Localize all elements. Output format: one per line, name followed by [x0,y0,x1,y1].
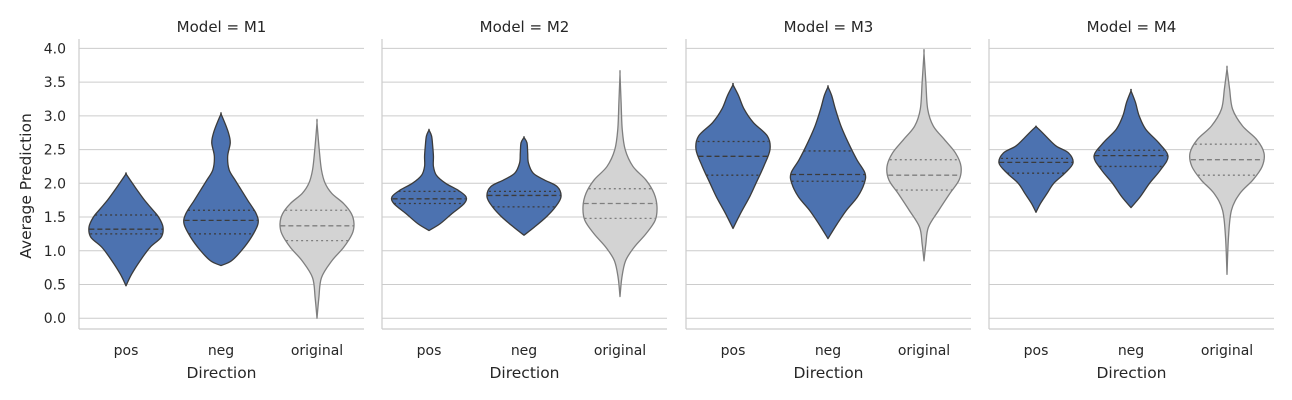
x-tick-label: original [1201,343,1253,359]
y-tick-label: 1.5 [44,210,66,226]
violin-neg [789,85,867,240]
x-tick-label: original [898,343,950,359]
panel-title: Model = M3 [784,18,874,36]
y-tick-label: 1.0 [44,244,66,260]
panel-3: Model = M3 Direction pos neg original [685,18,971,382]
violin-pos [390,128,468,232]
y-axis-label: Average Prediction [17,113,35,259]
x-axis-label: Direction [186,364,256,382]
violin-original [582,69,658,298]
x-tick-label: original [291,343,343,359]
panel-title: Model = M4 [1087,18,1177,36]
y-tick-label: 4.0 [44,41,66,57]
panel-1: 0.0 0.5 1.0 1.5 2.0 2.5 3.0 3.5 4.0 Model = M1 Dir… [44,18,364,382]
x-tick-label: pos [1024,343,1049,359]
y-tick-label: 2.5 [44,143,66,159]
x-tick-label: neg [208,343,234,359]
x-axis-label: Direction [489,364,559,382]
x-tick-label: original [594,343,646,359]
violin-original [886,48,962,262]
y-tick-label: 2.0 [44,176,66,192]
x-tick-label: pos [417,343,442,359]
violin-neg [1093,88,1169,209]
x-tick-label: pos [721,343,746,359]
x-tick-label: neg [511,343,537,359]
violin-neg [183,112,259,267]
y-tick-label: 3.0 [44,109,66,125]
violin-neg [486,136,562,236]
x-tick-label: neg [1118,343,1144,359]
y-tick-label: 3.5 [44,75,66,91]
x-axis-label: Direction [1096,364,1166,382]
x-tick-label: neg [815,343,841,359]
y-tick-label: 0.0 [44,311,66,327]
panel-title: Model = M2 [480,18,570,36]
panel-title: Model = M1 [177,18,267,36]
violin-original [1188,65,1266,276]
x-axis-label: Direction [793,364,863,382]
panel-2: Model = M2 Direction pos neg original [381,18,667,382]
x-tick-label: pos [114,343,139,359]
violin-original [279,118,355,319]
panel-4: Model = M4 Direction pos neg original [988,18,1274,382]
violin-pos [998,125,1074,213]
y-tick-label: 0.5 [44,277,66,293]
